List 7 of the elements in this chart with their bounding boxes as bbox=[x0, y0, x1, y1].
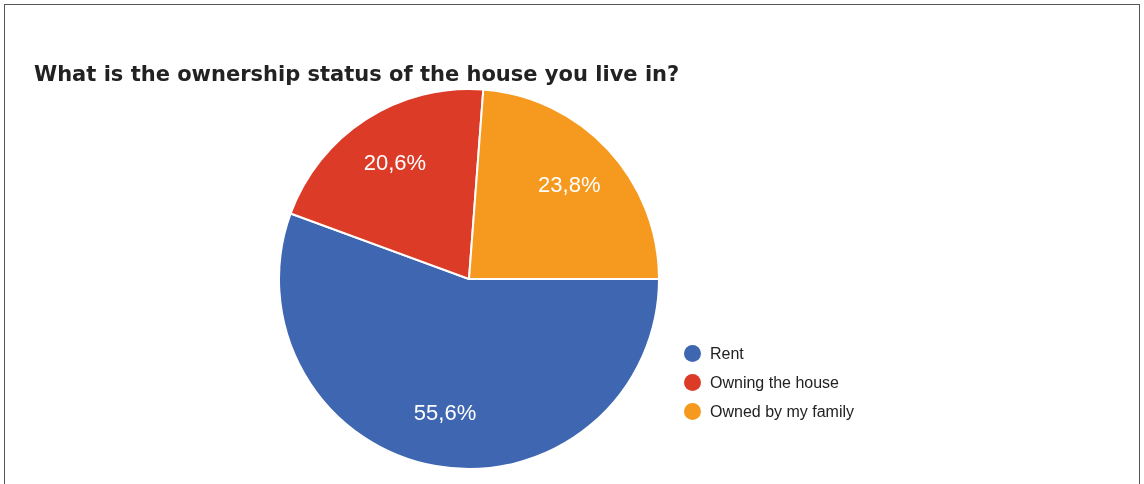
legend-label: Owning the house bbox=[710, 373, 839, 392]
data-label: 55,6% bbox=[413, 399, 477, 425]
chart-title: What is the ownership status of the house you live in? bbox=[34, 62, 680, 86]
legend-label: Rent bbox=[710, 344, 744, 363]
data-label: 23,8% bbox=[538, 172, 601, 198]
data-label: 20,6% bbox=[363, 150, 427, 176]
legend-label: Owned by my family bbox=[710, 402, 855, 421]
